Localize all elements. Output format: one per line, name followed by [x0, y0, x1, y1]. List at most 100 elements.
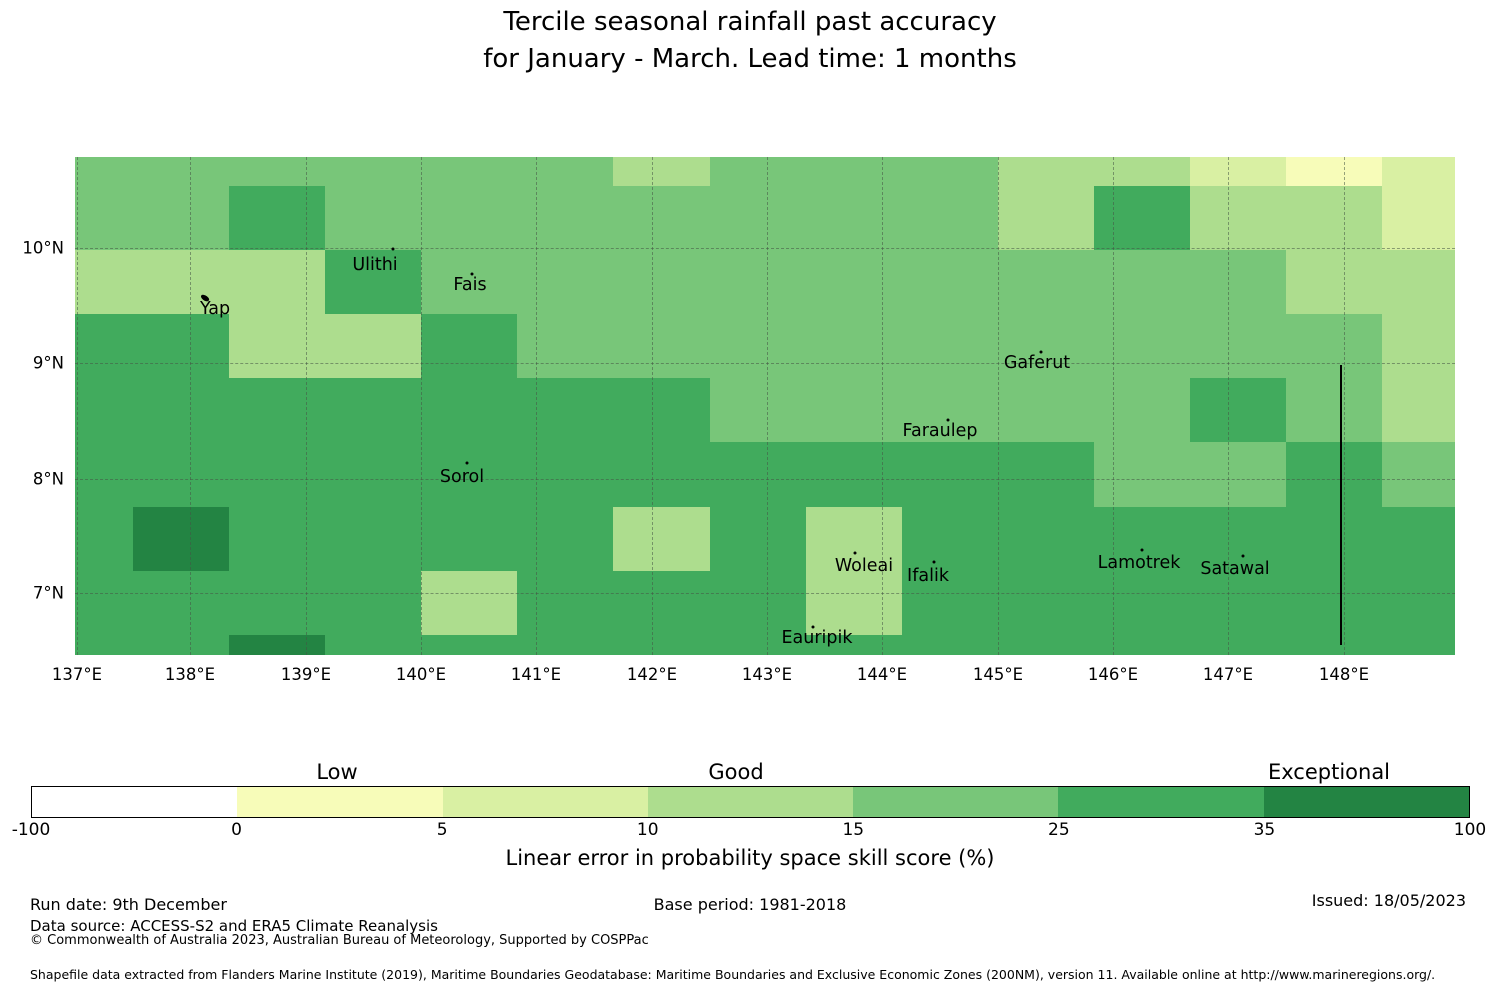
island-marker-ifalik: [932, 560, 936, 564]
map-cell: [710, 571, 806, 635]
map-cell: [902, 571, 998, 635]
map-cell: [1382, 507, 1455, 571]
meridian-gridline: [77, 157, 78, 655]
map-cell: [421, 571, 517, 635]
map-cell: [133, 571, 229, 635]
colorbar-segment: [853, 787, 1059, 817]
map-cell: [229, 571, 325, 635]
map-cell: [613, 442, 710, 507]
map-cell: [517, 157, 613, 186]
map-cell: [1286, 250, 1382, 314]
island-label-lamotrek: Lamotrek: [1097, 553, 1181, 573]
map-cell: [421, 635, 517, 655]
map-cell: [1190, 157, 1286, 186]
map-cell: [902, 378, 998, 442]
map-cell: [1382, 250, 1455, 314]
chart-title: Tercile seasonal rainfall past accuracy …: [0, 4, 1500, 78]
map-cell: [806, 571, 902, 635]
map-cell: [902, 186, 998, 250]
map-cell: [1190, 507, 1286, 571]
map-cell: [229, 378, 325, 442]
eez-boundary-line: [1340, 365, 1342, 645]
colorbar-tick-label: -100: [11, 820, 51, 840]
map-cell: [613, 635, 710, 655]
map-cell: [806, 442, 902, 507]
footer-issued: Issued: 18/05/2023: [1311, 891, 1466, 910]
parallel-gridline: [75, 248, 1455, 249]
island-marker-fais: [470, 272, 474, 276]
map-cell: [902, 157, 998, 186]
map-cell: [229, 250, 325, 314]
meridian-gridline: [652, 157, 653, 655]
map-cell: [421, 507, 517, 571]
island-label-satawal: Satawal: [1200, 559, 1270, 579]
x-axis-tick-label: 141°E: [510, 665, 562, 684]
map-cell: [902, 314, 998, 378]
island-marker-ulithi: [391, 247, 395, 251]
map-cell: [1190, 314, 1286, 378]
map-cell: [325, 186, 421, 250]
y-axis-tick-label: 9°N: [32, 353, 64, 373]
map-cell: [75, 507, 133, 571]
map-cell: [1286, 635, 1382, 655]
map-cell: [902, 507, 998, 571]
map-cell: [421, 157, 517, 186]
island-marker-lamotrek: [1140, 548, 1144, 552]
map-cell: [1286, 507, 1382, 571]
colorbar-tick-label: 10: [636, 820, 659, 840]
map-cell: [710, 314, 806, 378]
map-cell: [710, 635, 806, 655]
x-axis-tick-label: 147°E: [1202, 665, 1254, 684]
map-cell: [806, 157, 902, 186]
map-cell: [421, 378, 517, 442]
map-cell: [75, 186, 133, 250]
map-cell: [902, 250, 998, 314]
colorbar-category-exceptional: Exceptional: [1267, 760, 1391, 784]
colorbar-tick-label: 5: [436, 820, 448, 840]
colorbar-segment: [1263, 787, 1469, 817]
meridian-gridline: [882, 157, 883, 655]
x-axis-tick-label: 137°E: [51, 665, 103, 684]
map-cell: [1382, 442, 1455, 507]
meridian-gridline: [1344, 157, 1345, 655]
parallel-gridline: [75, 593, 1455, 594]
island-label-yap: Yap: [199, 299, 231, 319]
map-cell: [229, 442, 325, 507]
map-cell: [517, 186, 613, 250]
footer-run-date: Run date: 9th December: [30, 895, 227, 914]
map-cell: [1286, 378, 1382, 442]
y-axis-tick-label: 10°N: [22, 238, 64, 258]
map-cell: [613, 157, 710, 186]
map-cell: [613, 186, 710, 250]
map-cell: [133, 186, 229, 250]
map-cell: [806, 635, 902, 655]
island-label-ifalik: Ifalik: [907, 566, 949, 586]
map-cell: [421, 442, 517, 507]
map-cell: [75, 314, 133, 378]
island-label-sorol: Sorol: [439, 467, 485, 487]
x-axis-tick-label: 140°E: [395, 665, 447, 684]
x-axis-tick-label: 142°E: [626, 665, 678, 684]
map-cell: [517, 250, 613, 314]
colorbar-segment: [237, 787, 443, 817]
map-cell: [421, 186, 517, 250]
map-cell: [133, 157, 229, 186]
map-cell: [806, 250, 902, 314]
colorbar-caption: Linear error in probability space skill …: [505, 846, 995, 870]
colorbar-segment: [32, 787, 238, 817]
map-cell: [1382, 378, 1455, 442]
colorbar-segment: [1058, 787, 1264, 817]
map-cell: [517, 442, 613, 507]
colorbar-tick-label: 25: [1048, 820, 1070, 840]
map-cell: [325, 635, 421, 655]
island-marker-sorol: [465, 461, 469, 465]
map-cell: [229, 507, 325, 571]
map-cell: [133, 314, 229, 378]
map-cell: [325, 507, 421, 571]
x-axis-tick-label: 143°E: [741, 665, 793, 684]
meridian-gridline: [421, 157, 422, 655]
map-cell: [1094, 186, 1190, 250]
map-cell: [613, 571, 710, 635]
map-cell: [902, 635, 998, 655]
